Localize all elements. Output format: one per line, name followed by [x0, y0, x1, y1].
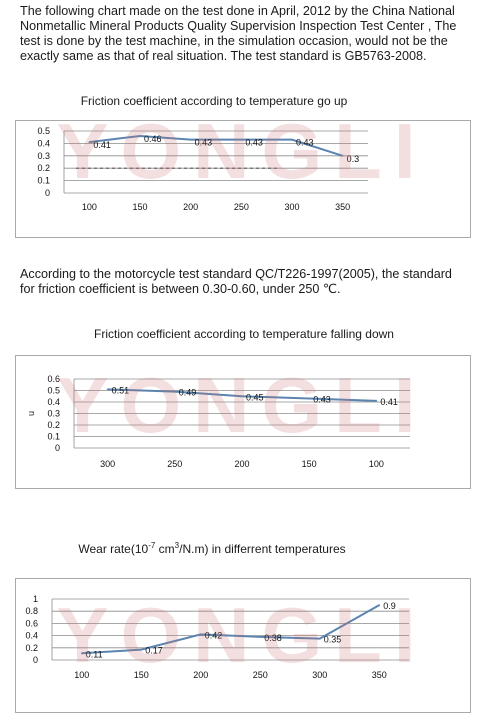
chart1-ytick-label: 0.3	[37, 151, 50, 161]
chart3-data-label: 0.35	[324, 635, 342, 645]
chart3-ytick-label: 0.4	[25, 631, 38, 641]
chart2-title: Friction coefficient according to temper…	[94, 327, 394, 341]
chart3-data-point	[199, 633, 202, 636]
chart1-data-label: 0.43	[245, 138, 263, 148]
chart2-data-point	[308, 397, 311, 400]
chart3-series-line	[81, 604, 380, 655]
chart3-title-suffix: /N.m) in differrent temperatures	[179, 542, 346, 556]
chart3-ytick-label: 0	[33, 655, 38, 665]
chart1-ytick-label: 0	[45, 188, 50, 198]
chart2-ytick-label: 0.4	[47, 397, 60, 407]
chart2-data-label: 0.41	[380, 397, 398, 407]
chart3-ytick-label: 0.6	[25, 618, 38, 628]
chart2-plot: 00.1 0.20.3 0.40.5 0.6 u 300 250 200 150 100 0.51 0…	[26, 374, 410, 469]
chart3-title-sup1: -7	[148, 541, 156, 550]
chart3-frame: 0 0.2 0.4 0.6 0.8 1 100 150 200 250 300 350 0.11 0.17…	[15, 578, 471, 713]
chart3-xtick-label: 350	[372, 670, 387, 680]
standard-paragraph: According to the motorcycle test standar…	[20, 267, 452, 296]
chart2-data-label: 0.49	[179, 388, 197, 398]
chart3-xtick-label: 100	[74, 670, 89, 680]
chart2-data-label: 0.45	[246, 392, 264, 402]
chart2-data-point	[241, 395, 243, 398]
chart1-xtick-label: 300	[284, 202, 299, 212]
chart1-data-label: 0.43	[195, 138, 213, 148]
chart2-data-point	[106, 388, 109, 391]
chart3-xtick-label: 250	[253, 670, 268, 680]
chart1-ytick-label: 0.2	[37, 163, 50, 173]
chart3-data-point	[378, 604, 381, 606]
chart2-ytick-label: 0.3	[47, 409, 60, 419]
chart1-title: Friction coefficient according to temper…	[80, 94, 348, 108]
chart1-data-point	[341, 155, 344, 157]
chart2-data-label: 0.43	[313, 395, 331, 405]
chart1-xtick-label: 150	[132, 202, 147, 212]
chart3-data-label: 0.9	[383, 601, 396, 611]
chart3-xtick-label: 150	[134, 670, 149, 680]
chart3-ytick-label: 1	[33, 594, 38, 604]
chart1-data-point	[139, 135, 141, 137]
chart2-xtick-label: 250	[167, 459, 182, 469]
chart2-ytick-label: 0.1	[47, 432, 60, 442]
chart3-data-label: 0.11	[86, 649, 103, 659]
chart3-plot: 0 0.2 0.4 0.6 0.8 1 100 150 200 250 300 350 0.11 0.17…	[25, 594, 409, 680]
chart3-title-sup2: 3	[174, 541, 180, 550]
chart3-data-point	[259, 636, 262, 638]
chart1-data-label: 0.41	[93, 140, 111, 150]
chart2-xtick-label: 300	[100, 459, 115, 469]
chart1-ytick-label: 0.5	[37, 126, 50, 136]
chart1-plot: 0 0.1 0.2 0.3 0.4 0.5 100 150 200 250 300 350 0.41 0.…	[37, 126, 368, 212]
chart1-data-label: 0.3	[347, 154, 360, 164]
chart2-xtick-label: 100	[369, 459, 384, 469]
chart2-ytick-label: 0.5	[47, 386, 60, 396]
chart3-data-point	[318, 637, 321, 640]
chart3-data-label: 0.42	[205, 630, 223, 640]
chart3-title: Wear rate(10-7 cm3/N.m) in differrent te…	[0, 541, 454, 556]
chart1-xtick-label: 250	[234, 202, 249, 212]
chart1-data-label: 0.43	[296, 138, 314, 148]
chart2-ytick-label: 0.2	[47, 420, 60, 430]
chart2-series-line	[107, 388, 377, 402]
chart2-data-point	[375, 400, 378, 402]
chart1-xtick-label: 200	[183, 202, 198, 212]
chart2-data-label: 0.51	[112, 385, 130, 395]
chart3-data-point	[80, 652, 83, 655]
chart3-title-mid: cm	[155, 542, 175, 556]
chart1-ytick-label: 0.4	[37, 138, 50, 148]
chart3-xtick-label: 300	[312, 670, 327, 680]
chart2-xtick-label: 150	[302, 459, 317, 469]
chart2-frame: 0 0.1 0.2 0.3 0.4 0.5 0.6 u 300 250 200 150 100 0.51 0…	[15, 355, 471, 489]
chart3-data-label: 0.17	[145, 646, 163, 656]
chart3-xtick-label: 200	[193, 670, 208, 680]
chart3-data-point	[140, 648, 143, 651]
chart3-title-prefix: Wear rate(10	[78, 542, 149, 556]
chart2-ytick-label: 0.6	[47, 374, 60, 384]
chart1-xtick-label: 350	[335, 202, 350, 212]
chart3-ytick-label: 0.2	[25, 643, 38, 653]
chart1-data-point	[189, 138, 192, 141]
intro-paragraph: The following chart made on the test don…	[20, 4, 457, 63]
chart2-xtick-label: 200	[234, 459, 249, 469]
chart1-data-point	[240, 138, 243, 141]
chart3-data-label: 0.38	[264, 633, 282, 643]
chart2-data-point	[174, 390, 176, 393]
chart1-data-point	[88, 141, 91, 143]
chart2-ytick-label: 0	[55, 443, 60, 453]
chart2-ylabel: u	[26, 411, 36, 416]
chart1-series-line	[89, 134, 343, 157]
chart1-xtick-label: 100	[82, 202, 97, 212]
chart1-data-label: 0.46	[144, 134, 162, 144]
chart1-ytick-label: 0.1	[37, 176, 50, 186]
chart1-frame: 0 0.1 0.2 0.3 0.4 0.5 100 150 200 250 300 350 0.41 0.…	[15, 120, 471, 238]
chart3-ytick-label: 0.8	[25, 606, 38, 616]
chart1-data-point	[291, 138, 293, 141]
